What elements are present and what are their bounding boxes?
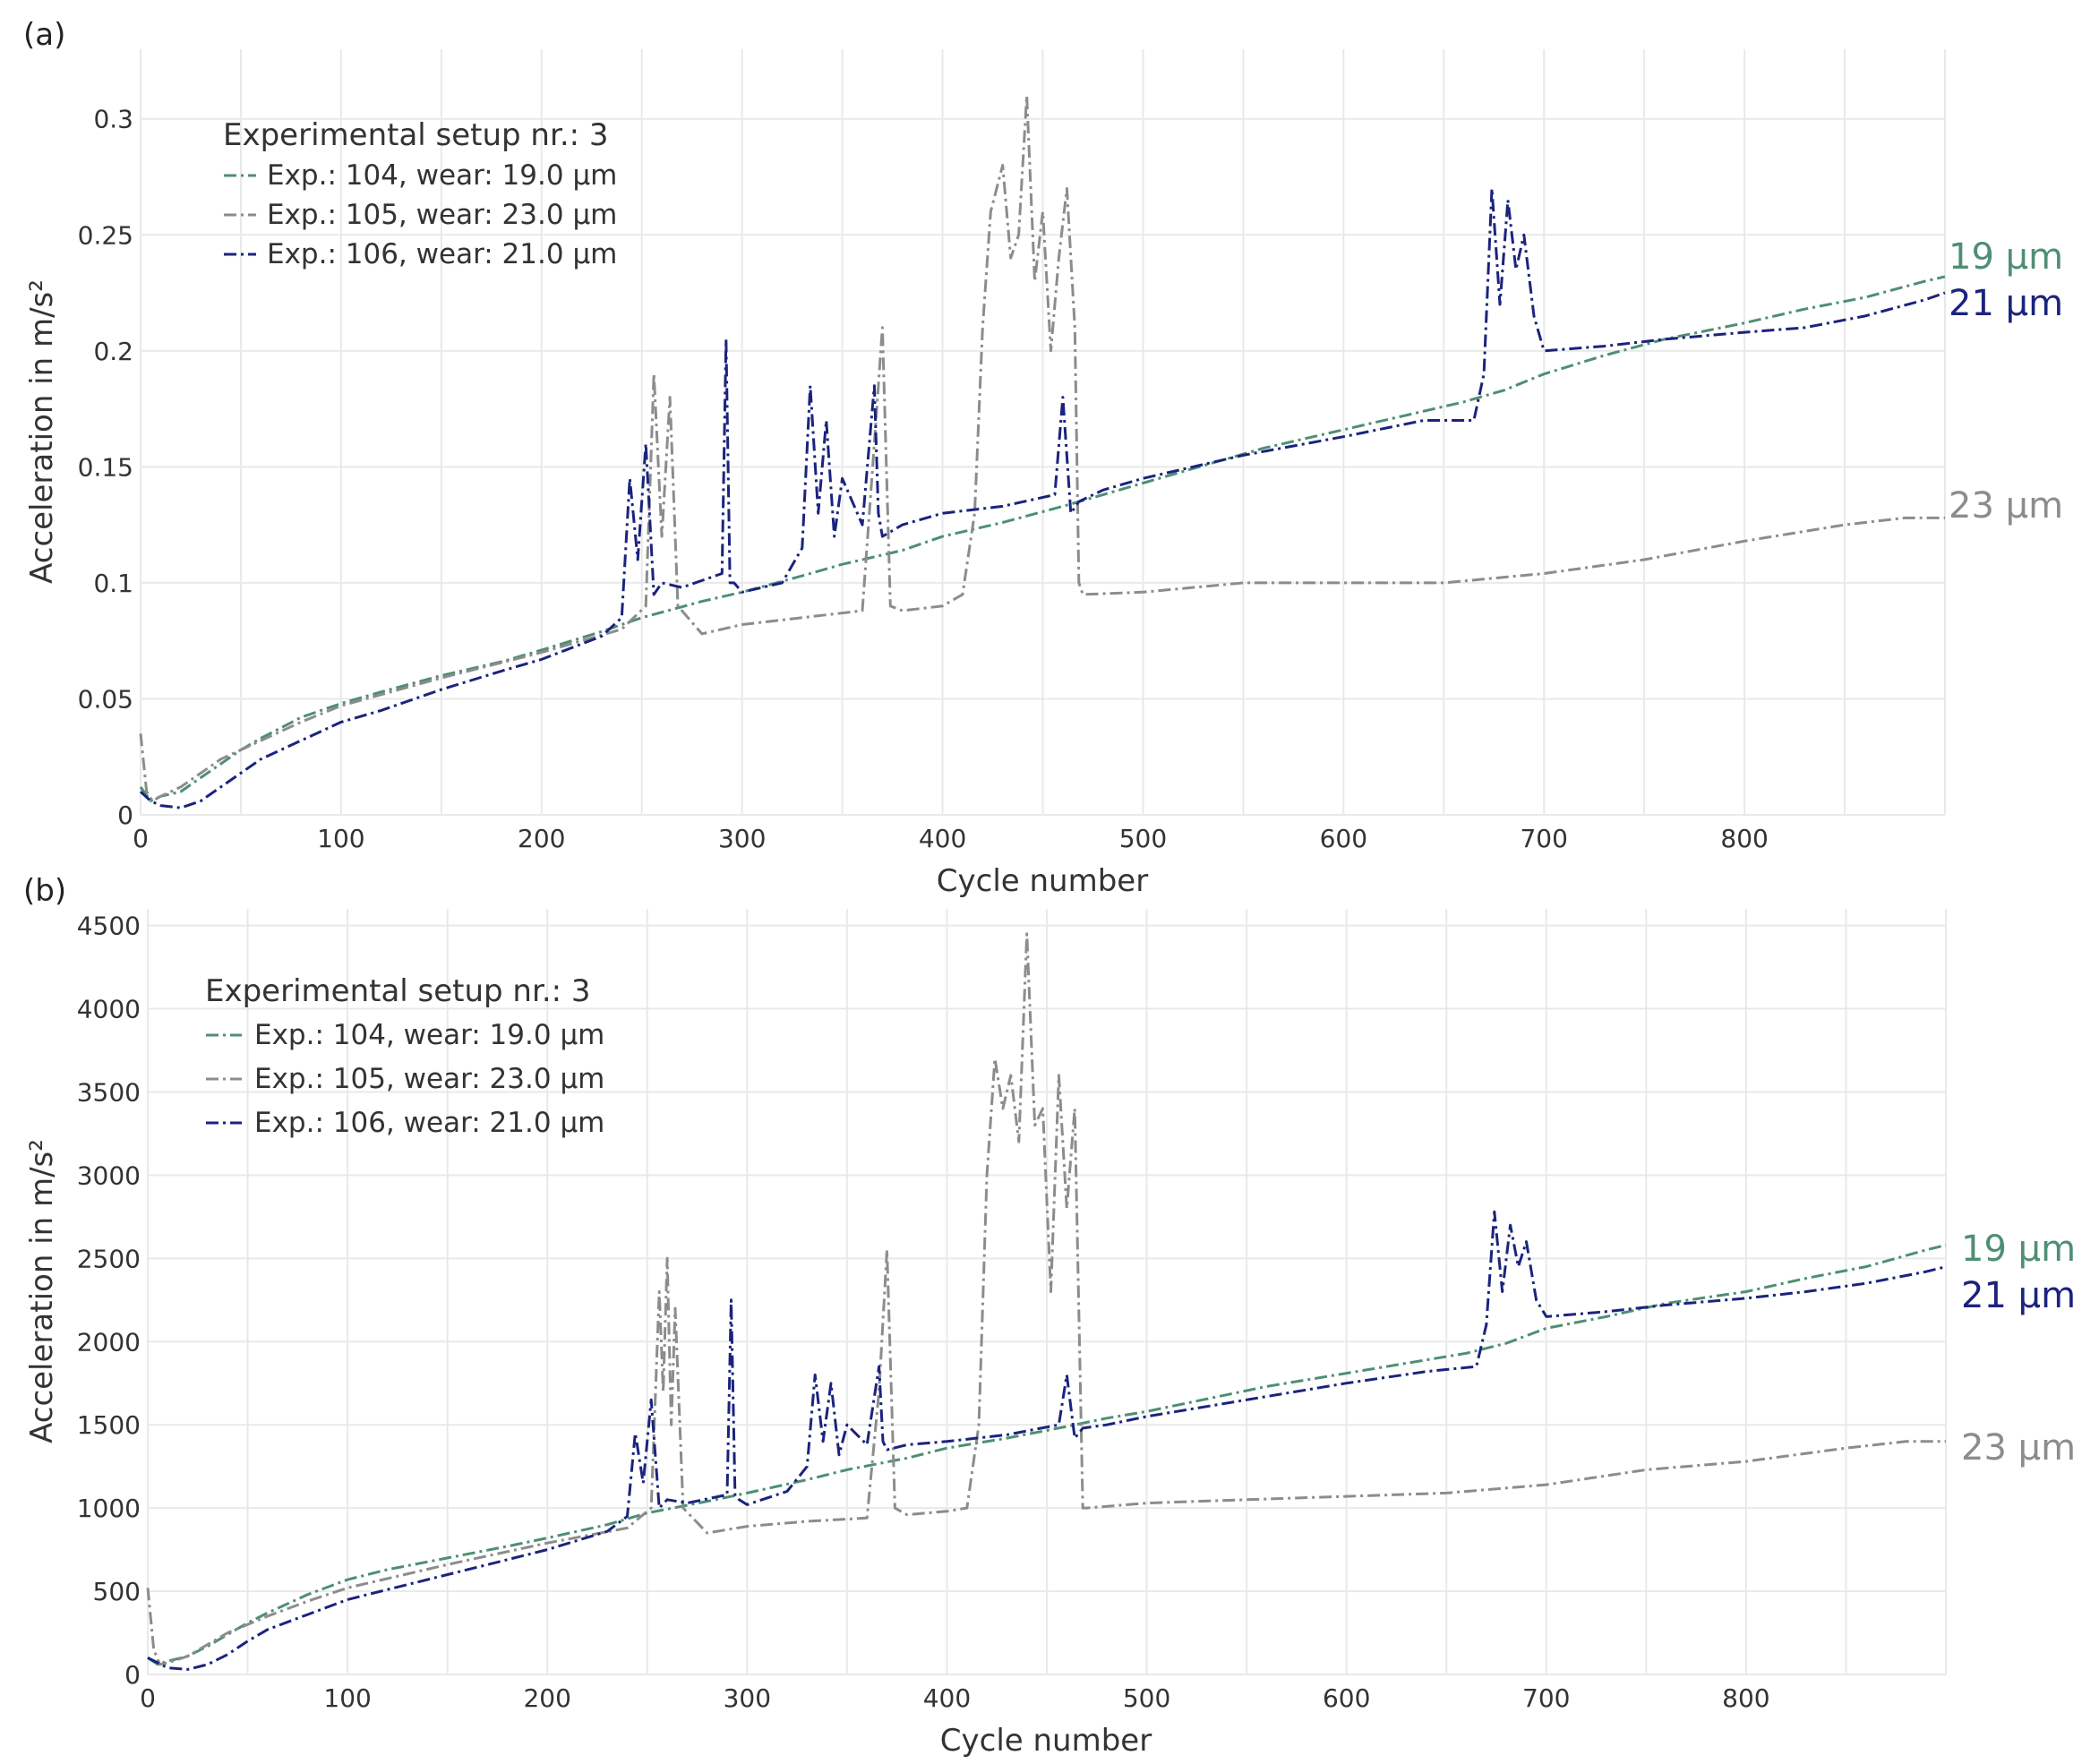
panel-b-end-label-23: 23 μm bbox=[1961, 1427, 2076, 1469]
panel-a-legend-entry-106: Exp.: 106, wear: 21.0 μm bbox=[267, 238, 617, 270]
panel-b-y-tick-3000: 3000 bbox=[77, 1160, 141, 1190]
panel-a-x-tick-500: 500 bbox=[1119, 824, 1167, 853]
panel-b-series bbox=[146, 932, 1947, 1671]
panel-b-x-tick-800: 800 bbox=[1722, 1683, 1769, 1713]
panel-b-series-Exp-106 bbox=[147, 1210, 1947, 1671]
panel-b-y-tick-labels: 0 500 1000 1500 2000 2500 3000 3500 4000 4500 bbox=[77, 912, 141, 1690]
panel-b-y-axis-title: Acceleration in m/s² bbox=[24, 1139, 60, 1443]
panel-a-series-Exp-104 bbox=[139, 275, 1946, 802]
panel-b-series-Exp-105 bbox=[146, 932, 1946, 1666]
panel-a-legend: Experimental setup nr.: 3 Exp.: 104, wea… bbox=[223, 117, 617, 270]
panel-a-y-tick-labels: 0 0.05 0.1 0.15 0.2 0.25 0.3 bbox=[78, 105, 133, 830]
panel-a-label: (a) bbox=[23, 17, 65, 53]
panel-a-end-label-21: 21 μm bbox=[1949, 283, 2063, 324]
panel-a-grid bbox=[140, 49, 1946, 816]
panel-a-legend-entry-104: Exp.: 104, wear: 19.0 μm bbox=[267, 159, 617, 192]
panel-b-legend-title: Experimental setup nr.: 3 bbox=[205, 973, 591, 1009]
panel-b-legend-entry-104: Exp.: 104, wear: 19.0 μm bbox=[254, 1019, 604, 1051]
panel-a-series bbox=[139, 94, 1946, 809]
panel-a-x-tick-200: 200 bbox=[518, 824, 565, 853]
panel-b-legend-entry-106: Exp.: 106, wear: 21.0 μm bbox=[254, 1107, 604, 1139]
panel-b: (b) 0 100 200 300 400 500 600 700 800 0 500 1000 15… bbox=[23, 873, 2076, 1759]
panel-b-y-tick-4000: 4000 bbox=[77, 995, 141, 1024]
panel-b-x-tick-600: 600 bbox=[1323, 1683, 1370, 1713]
panel-a-x-tick-600: 600 bbox=[1320, 824, 1367, 853]
panel-a-legend-title: Experimental setup nr.: 3 bbox=[223, 117, 609, 153]
panel-b-y-tick-1500: 1500 bbox=[77, 1410, 141, 1440]
panel-b-x-tick-700: 700 bbox=[1522, 1683, 1570, 1713]
panel-a-series-Exp-106 bbox=[139, 187, 1946, 809]
panel-a-y-tick-0-2: 0.2 bbox=[93, 337, 133, 366]
panel-a-y-tick-0: 0 bbox=[117, 801, 133, 830]
panel-a: (a) 0 100 200 300 400 500 600 700 800 0 0.05 0.1 0.… bbox=[23, 17, 2063, 899]
panel-a-y-tick-0-3: 0.3 bbox=[93, 105, 133, 134]
panel-a-y-tick-0-25: 0.25 bbox=[78, 220, 133, 250]
panel-b-legend: Experimental setup nr.: 3 Exp.: 104, wea… bbox=[205, 973, 604, 1139]
panel-b-legend-entry-105: Exp.: 105, wear: 23.0 μm bbox=[254, 1063, 604, 1095]
panel-a-end-label-19: 19 μm bbox=[1949, 236, 2063, 278]
panel-b-end-label-21: 21 μm bbox=[1961, 1275, 2076, 1316]
panel-b-x-tick-labels: 0 100 200 300 400 500 600 700 800 bbox=[140, 1683, 1770, 1713]
panel-a-x-tick-100: 100 bbox=[317, 824, 364, 853]
panel-a-x-tick-0: 0 bbox=[133, 824, 149, 853]
panel-a-x-tick-800: 800 bbox=[1720, 824, 1768, 853]
panel-b-y-tick-1000: 1000 bbox=[77, 1494, 141, 1523]
panel-b-x-tick-100: 100 bbox=[323, 1683, 371, 1713]
panel-a-x-tick-700: 700 bbox=[1520, 824, 1567, 853]
panel-b-x-tick-300: 300 bbox=[724, 1683, 771, 1713]
panel-a-x-tick-labels: 0 100 200 300 400 500 600 700 800 bbox=[133, 824, 1769, 853]
panel-a-y-tick-0-1: 0.1 bbox=[93, 569, 133, 598]
panel-a-end-label-23: 23 μm bbox=[1949, 485, 2063, 527]
panel-b-x-tick-0: 0 bbox=[140, 1683, 156, 1713]
panel-b-y-tick-3500: 3500 bbox=[77, 1077, 141, 1107]
panel-b-y-tick-500: 500 bbox=[93, 1577, 141, 1606]
panel-a-x-axis-title: Cycle number bbox=[937, 863, 1148, 899]
panel-a-legend-entry-105: Exp.: 105, wear: 23.0 μm bbox=[267, 199, 617, 231]
panel-b-y-tick-2500: 2500 bbox=[77, 1244, 141, 1273]
panel-b-series-Exp-104 bbox=[147, 1244, 1947, 1666]
panel-a-x-tick-300: 300 bbox=[718, 824, 766, 853]
panel-b-grid bbox=[147, 909, 1947, 1675]
panel-a-y-tick-0-05: 0.05 bbox=[78, 684, 133, 714]
panel-b-x-axis-title: Cycle number bbox=[940, 1723, 1152, 1759]
panel-b-y-tick-0: 0 bbox=[124, 1660, 141, 1690]
panel-b-x-tick-500: 500 bbox=[1123, 1683, 1170, 1713]
panel-b-end-label-19: 19 μm bbox=[1961, 1229, 2076, 1270]
panel-b-x-tick-400: 400 bbox=[923, 1683, 971, 1713]
panel-b-label: (b) bbox=[23, 873, 66, 909]
panel-b-x-tick-200: 200 bbox=[523, 1683, 570, 1713]
panel-b-y-tick-2000: 2000 bbox=[77, 1327, 141, 1357]
panel-a-y-tick-0-15: 0.15 bbox=[78, 452, 133, 482]
panel-a-series-Exp-105 bbox=[139, 94, 1945, 802]
panel-a-y-axis-title: Acceleration in m/s² bbox=[24, 279, 60, 584]
panel-b-y-tick-4500: 4500 bbox=[77, 912, 141, 941]
panel-a-x-tick-400: 400 bbox=[919, 824, 966, 853]
